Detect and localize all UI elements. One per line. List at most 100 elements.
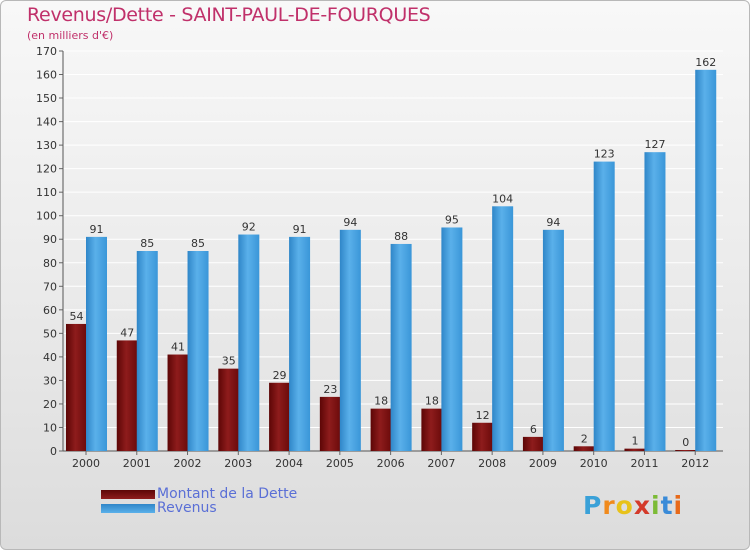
y-tick-label: 130 [36,139,57,152]
x-tick-label: 2005 [326,457,354,470]
data-label-dette: 0 [682,436,689,449]
data-label-revenus: 91 [90,223,104,236]
x-tick-label: 2001 [123,457,151,470]
bar-dette [573,446,595,451]
data-label-dette: 41 [171,341,185,354]
y-tick-label: 150 [36,92,57,105]
bar-dette [218,368,240,451]
chart-subtitle: (en milliers d'€) [27,29,114,42]
y-tick-label: 80 [43,257,57,270]
bar-revenus [644,152,666,452]
y-tick-label: 60 [43,304,57,317]
data-label-revenus: 95 [445,213,459,226]
labels: 0102030405060708090100110120130140150160… [36,45,716,470]
bar-dette [421,408,443,451]
bar-dette [167,354,189,451]
x-tick-label: 2008 [478,457,506,470]
data-label-dette: 18 [374,395,388,408]
y-tick-label: 110 [36,186,57,199]
y-tick-label: 50 [43,327,57,340]
x-tick-label: 2000 [72,457,100,470]
y-tick-label: 40 [43,351,57,364]
data-label-dette: 12 [476,409,490,422]
legend-label-dette: Montant de la Dette [157,486,298,502]
x-tick-label: 2012 [681,457,709,470]
legend-swatch-revenus [101,504,155,513]
y-tick-label: 160 [36,69,57,82]
y-tick-label: 0 [50,445,57,458]
bar-revenus [390,243,412,451]
logo-letter: t [660,491,674,520]
y-tick-label: 90 [43,233,57,246]
bar-dette [472,422,494,451]
x-tick-label: 2010 [580,457,608,470]
legend-swatch-dette [101,490,155,499]
logo-letter: o [615,491,634,520]
proxiti-logo: Proxiti [583,491,683,520]
bar-revenus [339,229,361,451]
data-label-revenus: 104 [492,192,513,205]
data-label-revenus: 127 [644,138,665,151]
data-label-revenus: 123 [594,148,615,161]
bar-revenus [187,251,209,451]
data-label-revenus: 85 [191,237,205,250]
bars [66,69,717,452]
data-label-dette: 2 [581,432,588,445]
y-tick-label: 120 [36,163,57,176]
data-label-dette: 29 [273,369,287,382]
bar-revenus [238,234,260,451]
bar-dette [66,323,87,451]
bar-revenus [86,236,107,451]
data-label-dette: 6 [530,423,537,436]
y-tick-label: 30 [43,374,57,387]
x-tick-label: 2002 [174,457,202,470]
data-label-revenus: 91 [293,223,307,236]
x-tick-label: 2011 [630,457,658,470]
bar-revenus [289,236,311,451]
data-label-revenus: 92 [242,221,256,234]
bar-dette [675,450,697,451]
y-tick-label: 140 [36,116,57,129]
bar-dette [269,382,291,451]
x-tick-label: 2009 [529,457,557,470]
bar-revenus [441,227,463,451]
data-label-revenus: 94 [343,216,357,229]
legend-label-revenus: Revenus [157,500,217,516]
y-tick-label: 20 [43,398,57,411]
bar-revenus [593,161,615,451]
y-tick-label: 70 [43,280,57,293]
bar-dette [522,436,544,451]
bar-revenus [492,206,514,451]
x-tick-label: 2006 [377,457,405,470]
logo-letter: r [602,491,616,520]
bar-dette [116,340,138,451]
bar-dette [624,448,646,451]
bar-revenus [695,69,717,451]
x-tick-label: 2003 [224,457,252,470]
data-label-revenus: 94 [546,216,560,229]
data-label-revenus: 88 [394,230,408,243]
bar-dette [370,408,392,451]
chart-title: Revenus/Dette - SAINT-PAUL-DE-FOURQUES [27,4,431,26]
data-label-dette: 54 [70,310,84,323]
y-tick-label: 170 [36,45,57,58]
y-tick-label: 10 [43,421,57,434]
logo-letter: i [673,491,684,520]
x-tick-label: 2007 [427,457,455,470]
logo-letter: x [633,491,651,520]
data-label-dette: 47 [120,326,134,339]
data-label-dette: 1 [631,435,638,448]
data-label-dette: 35 [222,355,236,368]
data-label-revenus: 162 [695,56,716,69]
logo-letter: P [583,491,603,520]
bar-dette [319,396,341,451]
data-label-revenus: 85 [140,237,154,250]
x-tick-label: 2004 [275,457,303,470]
y-tick-label: 100 [36,210,57,223]
bar-revenus [136,251,158,451]
data-label-dette: 18 [425,395,439,408]
bar-revenus [542,229,564,451]
data-label-dette: 23 [323,383,337,396]
